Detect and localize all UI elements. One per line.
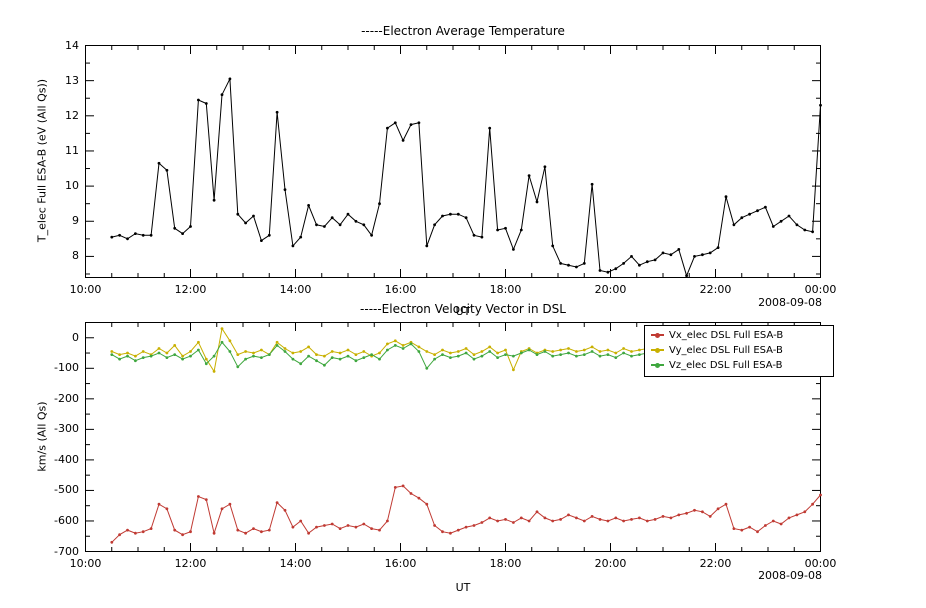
x-tick-label: 20:00	[594, 557, 627, 570]
vx-marker-icon	[651, 332, 664, 338]
legend-label-vz: Vz_elec DSL Full ESA-B	[669, 360, 783, 371]
y-tick-label: 0	[72, 330, 79, 344]
y-tick-label: 14	[65, 38, 79, 52]
x-tick-label: 22:00	[699, 557, 732, 570]
velocity-x-axis-label: UT	[455, 581, 471, 594]
velocity-plot-title: -----Electron Velocity Vector in DSL	[360, 302, 566, 316]
legend-label-vx: Vx_elec DSL Full ESA-B	[669, 330, 784, 341]
y-tick-label: 11	[65, 143, 79, 157]
y-tick-label: -100	[54, 361, 79, 375]
y-tick-label: 8	[72, 249, 79, 263]
y-tick-label: 9	[72, 214, 79, 228]
x-tick-label: 10:00	[69, 557, 102, 570]
x-tick-label: 10:00	[69, 283, 102, 296]
x-tick-label: 16:00	[384, 283, 417, 296]
y-tick-label: -400	[54, 452, 79, 466]
temperature-plot-title: -----Electron Average Temperature	[361, 24, 565, 38]
x-tick-label: 00:00	[804, 283, 837, 296]
y-tick-label: 12	[65, 108, 79, 122]
x-tick-label: 20:00	[594, 283, 627, 296]
y-tick-label: -600	[54, 513, 79, 527]
x-tick-label: 12:00	[174, 557, 207, 570]
x-tick-label: 14:00	[279, 283, 312, 296]
temperature-x-axis-label: UT	[455, 305, 471, 318]
temperature-date-label: 2008-09-08	[758, 296, 822, 309]
temperature-y-axis-label: T_elec Full ESA-B (eV (All Qs))	[35, 78, 49, 243]
y-tick-label: -300	[54, 422, 79, 436]
vy-marker-icon	[651, 347, 664, 353]
temperature-plot	[85, 45, 822, 278]
legend-label-vy: Vy_elec DSL Full ESA-B	[669, 345, 783, 356]
legend-item-vx: Vx_elec DSL Full ESA-B	[651, 328, 829, 343]
legend-item-vy: Vy_elec DSL Full ESA-B	[651, 343, 829, 358]
y-tick-label: -200	[54, 391, 79, 405]
x-tick-label: 14:00	[279, 557, 312, 570]
x-tick-label: 18:00	[489, 557, 522, 570]
x-tick-label: 12:00	[174, 283, 207, 296]
y-tick-label: 10	[65, 179, 79, 193]
y-tick-label: -500	[54, 483, 79, 497]
x-tick-label: 00:00	[804, 557, 837, 570]
x-tick-label: 16:00	[384, 557, 417, 570]
y-tick-label: 13	[65, 73, 79, 87]
x-tick-label: 18:00	[489, 283, 522, 296]
legend-item-vz: Vz_elec DSL Full ESA-B	[651, 358, 829, 373]
legend: Vx_elec DSL Full ESA-B Vy_elec DSL Full …	[644, 325, 834, 377]
vz-marker-icon	[651, 362, 664, 368]
y-tick-label: -700	[54, 544, 79, 558]
velocity-date-label: 2008-09-08	[758, 569, 822, 582]
x-tick-label: 22:00	[699, 283, 732, 296]
